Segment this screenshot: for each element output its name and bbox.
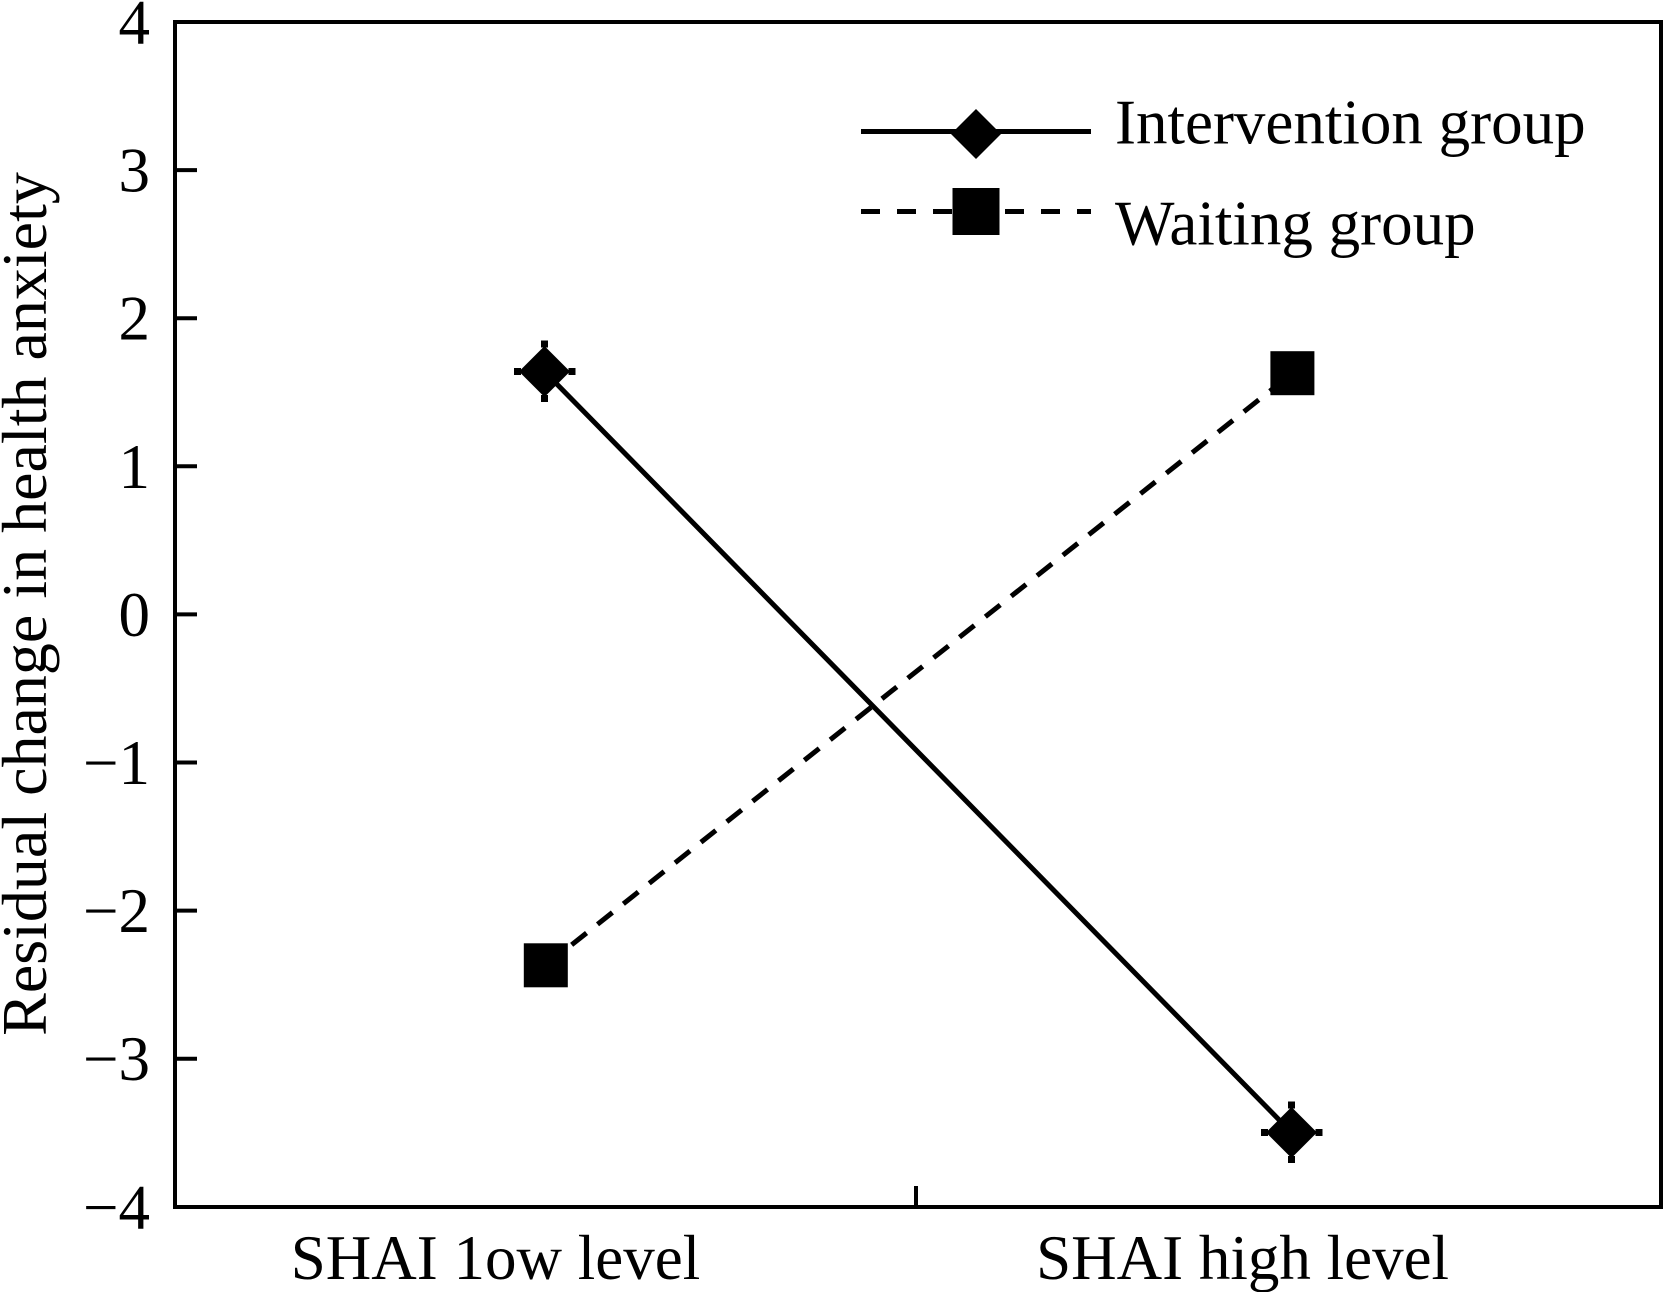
svg-text:−4: −4 — [83, 1172, 150, 1242]
svg-text:−2: −2 — [83, 876, 150, 946]
svg-text:2: 2 — [119, 284, 151, 354]
svg-text:Intervention group: Intervention group — [1115, 88, 1586, 158]
svg-text:1: 1 — [119, 432, 151, 502]
svg-text:4: 4 — [119, 0, 151, 58]
svg-text:3: 3 — [119, 136, 151, 206]
svg-text:0: 0 — [119, 580, 151, 650]
svg-text:−3: −3 — [83, 1024, 150, 1094]
svg-text:SHAI 1ow level: SHAI 1ow level — [291, 1223, 700, 1292]
svg-text:Waiting group: Waiting group — [1115, 189, 1476, 259]
svg-text:−1: −1 — [83, 728, 150, 798]
svg-text:Residual change in health anxi: Residual change in health anxiety — [0, 172, 60, 1036]
svg-text:SHAI high level: SHAI high level — [1036, 1223, 1449, 1292]
